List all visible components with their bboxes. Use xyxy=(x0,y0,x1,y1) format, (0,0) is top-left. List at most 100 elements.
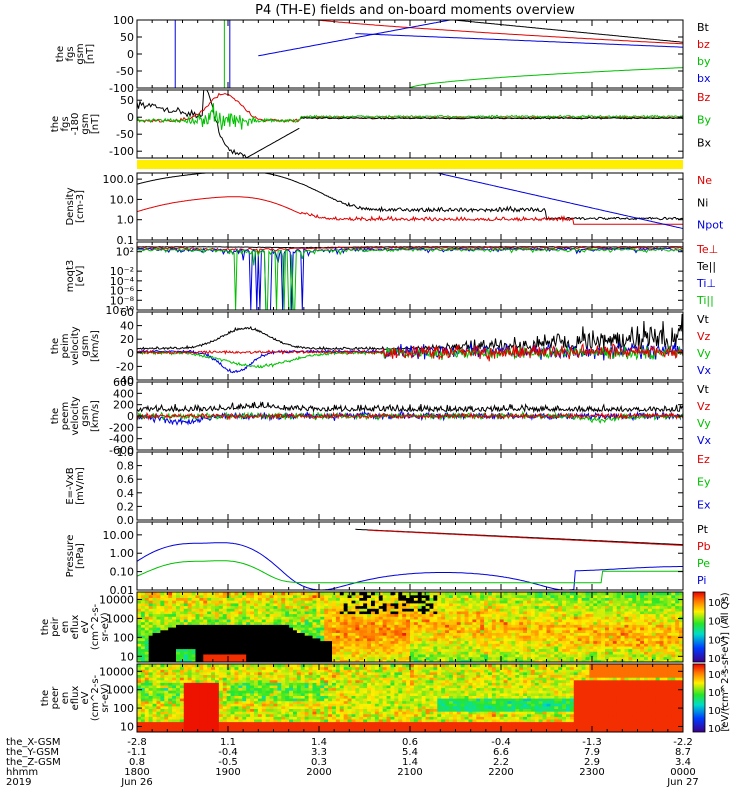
spectrogram-cell xyxy=(355,659,360,662)
spectrogram-cell xyxy=(183,653,189,658)
spectrogram-cell xyxy=(148,716,154,720)
spectrogram-cell xyxy=(632,624,637,628)
spectrogram-cell xyxy=(277,597,282,601)
spectrogram-cell xyxy=(179,692,185,696)
spectrogram-cell xyxy=(566,594,571,598)
spectrogram-cell xyxy=(152,666,158,670)
spectrogram-cell xyxy=(199,618,204,623)
series-Bx xyxy=(137,90,300,158)
spectrogram-cell xyxy=(671,610,676,615)
spectrogram-cell xyxy=(183,613,189,617)
spectrogram-cell xyxy=(265,594,271,598)
spectrogram-cell xyxy=(499,648,505,652)
spectrogram-cell xyxy=(355,608,360,612)
spectrogram-cell xyxy=(406,640,411,644)
spectrogram-cell xyxy=(137,648,142,652)
spectrogram-cell xyxy=(371,651,376,655)
spectrogram-cell xyxy=(304,659,310,662)
spectrogram-cell xyxy=(296,602,302,607)
spectrogram-cell xyxy=(523,627,528,631)
spectrogram-cell xyxy=(437,618,442,623)
spectrogram-cell xyxy=(191,618,197,623)
spectrogram-cell xyxy=(254,645,259,650)
spectrogram-cell xyxy=(429,643,434,647)
spectrogram-cell xyxy=(152,713,158,717)
spectrogram-cell xyxy=(203,616,208,620)
spectrogram-cell xyxy=(211,594,216,598)
spectrogram-cell xyxy=(273,635,278,639)
spectrogram-cell xyxy=(597,637,602,642)
spectrogram-cell xyxy=(296,643,302,647)
spectrogram-cell xyxy=(382,643,388,647)
spectrogram-cell xyxy=(601,616,606,620)
y-tick-label: 0.0 xyxy=(117,514,135,527)
spectrogram-cell xyxy=(234,594,239,598)
spectrogram-cell xyxy=(417,597,423,601)
spectrogram-cell xyxy=(647,597,653,601)
y-tick-label: 0 xyxy=(127,111,134,124)
spectrogram-cell xyxy=(332,618,337,623)
spectrogram-cell xyxy=(308,594,314,598)
spectrogram-cell xyxy=(530,594,536,598)
spectrogram-cell xyxy=(152,724,158,728)
spectrogram-cell xyxy=(608,640,614,644)
spectrogram-cell xyxy=(343,651,349,655)
spectrogram-cell xyxy=(269,618,275,623)
spectrogram-cell xyxy=(148,724,154,728)
legend-peem-velocity-Vx: Vx xyxy=(697,434,712,447)
spectrogram-cell xyxy=(328,597,333,601)
spectrogram-cell xyxy=(215,640,220,644)
spectrogram-cell xyxy=(569,659,575,662)
spectrogram-cell xyxy=(605,643,610,647)
spectrogram-cell xyxy=(242,635,247,639)
spectrogram-cell xyxy=(624,602,629,607)
spectrogram-cell xyxy=(647,645,653,650)
spectrogram-cell xyxy=(371,592,376,596)
spectrogram-cell xyxy=(554,605,559,609)
spectrogram-cell xyxy=(199,613,204,617)
spectrogram-cell xyxy=(663,594,668,598)
spectrogram-cell xyxy=(195,645,200,650)
spectrogram-cell xyxy=(644,637,649,642)
spectrogram-cell xyxy=(534,618,540,623)
y-axis-label: sr-eV) xyxy=(100,612,111,641)
spectrogram-cell xyxy=(499,592,505,596)
spectrogram-cell xyxy=(640,656,645,660)
spectrogram-cell xyxy=(480,645,485,650)
spectrogram-cell xyxy=(406,651,411,655)
spectrogram-cell xyxy=(519,610,524,615)
spectrogram-cell xyxy=(499,608,505,612)
spectrogram-cell xyxy=(261,643,267,647)
spectrogram-cell xyxy=(624,643,629,647)
spectrogram-cell xyxy=(421,635,427,639)
spectrogram-cell xyxy=(452,605,458,609)
spectrogram-cell xyxy=(187,687,193,691)
spectrogram-cell xyxy=(421,608,427,612)
spectrogram-cell xyxy=(176,671,181,675)
spectrogram-cell xyxy=(581,616,587,620)
spectrogram-cell xyxy=(164,705,169,709)
spectrogram-cell xyxy=(386,610,392,615)
spectrogram-cell xyxy=(605,648,610,652)
spectrogram-cell xyxy=(394,635,399,639)
spectrogram-cell xyxy=(667,627,672,631)
spectrogram-cell xyxy=(312,640,317,644)
spectrogram-cell xyxy=(585,621,590,625)
spectrogram-cell xyxy=(671,640,676,644)
spectrogram-cell xyxy=(320,629,325,633)
spectrogram-cell xyxy=(296,653,302,658)
spectrogram-cell xyxy=(222,629,228,633)
spectrogram-cell xyxy=(148,690,154,694)
spectrogram-cell xyxy=(515,643,520,647)
spectrogram-cell xyxy=(152,651,158,655)
spectrogram-cell xyxy=(640,610,645,615)
spectrogram-cell xyxy=(191,602,197,607)
spectrogram-cell xyxy=(355,637,360,642)
spectrogram-cell xyxy=(222,602,228,607)
spectrogram-cell xyxy=(371,632,376,636)
spectrogram-cell xyxy=(289,645,294,650)
spectrogram-cell xyxy=(429,656,434,660)
spectrogram-cell xyxy=(398,643,403,647)
spectrogram-cell xyxy=(675,602,680,607)
spectrogram-cell xyxy=(663,592,668,596)
